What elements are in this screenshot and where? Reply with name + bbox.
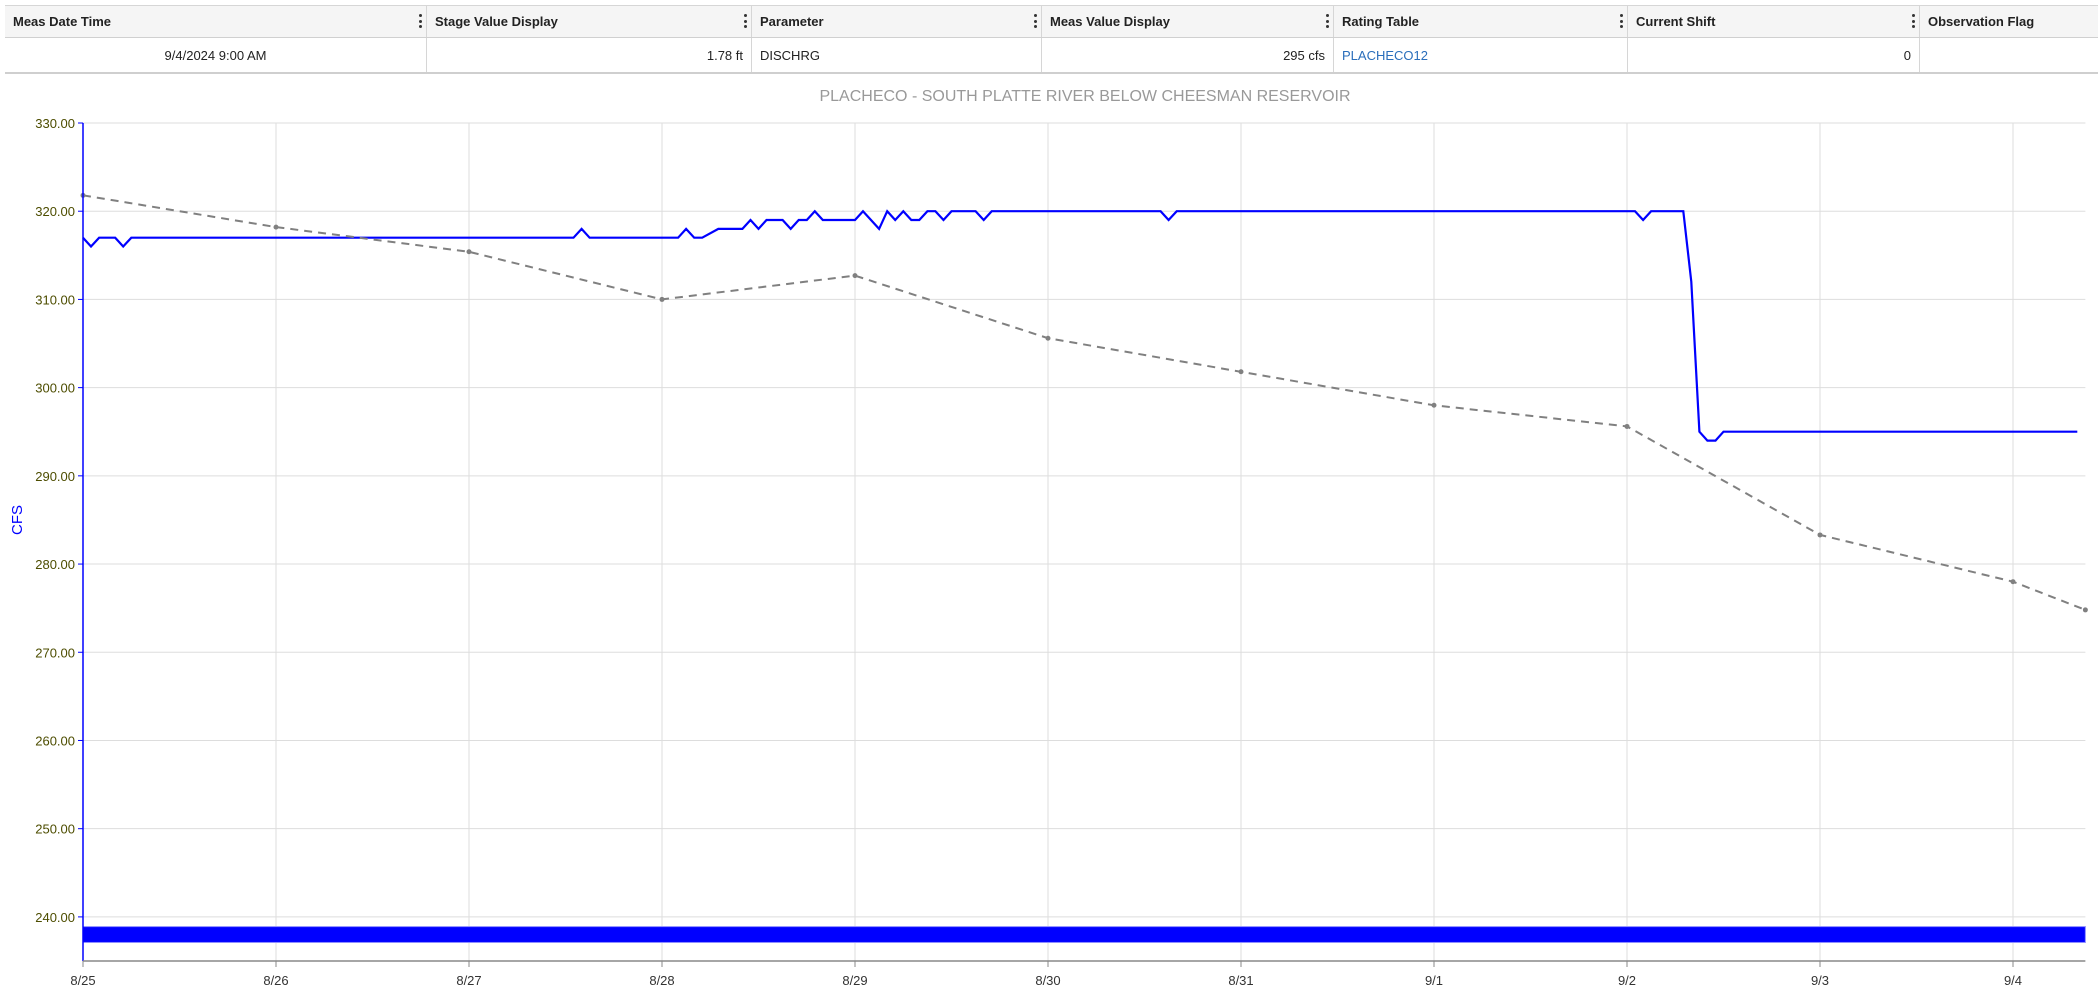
reference-line: [82, 194, 2086, 611]
column-menu-icon[interactable]: [744, 14, 747, 28]
reference-point: [852, 273, 858, 279]
y-tick-label: 330.00: [35, 116, 75, 131]
column-menu-icon[interactable]: [1034, 14, 1037, 28]
rating-band: [82, 926, 2086, 943]
cell-rating-table: PLACHECO12: [1334, 38, 1628, 72]
column-menu-icon[interactable]: [1326, 14, 1329, 28]
col-header-stage-value[interactable]: Stage Value Display: [427, 6, 752, 37]
col-label: Meas Date Time: [13, 14, 112, 29]
reference-point: [2082, 607, 2088, 613]
x-tick-label: 8/27: [456, 973, 481, 988]
x-tick-label: 8/29: [842, 973, 867, 988]
chart-title: PLACHECO - SOUTH PLATTE RIVER BELOW CHEE…: [819, 88, 1350, 105]
y-tick-label: 320.00: [35, 204, 75, 219]
column-menu-icon[interactable]: [1620, 14, 1623, 28]
reference-point: [1624, 423, 1630, 429]
column-menu-icon[interactable]: [1912, 14, 1915, 28]
measurement-grid: Meas Date Time Stage Value Display Param…: [5, 5, 2098, 74]
x-tick-label: 8/25: [70, 973, 95, 988]
cell-stage-value: 1.78 ft: [427, 38, 752, 72]
grid-header: Meas Date Time Stage Value Display Param…: [5, 6, 2098, 38]
discharge-line: [82, 209, 2078, 442]
rating-table-link[interactable]: PLACHECO12: [1342, 47, 1428, 63]
x-tick-label: 8/30: [1035, 973, 1060, 988]
x-tick-label: 9/3: [1811, 973, 1829, 988]
col-label: Parameter: [760, 14, 824, 29]
col-label: Meas Value Display: [1050, 14, 1170, 29]
cell-meas-value: 295 cfs: [1042, 38, 1334, 72]
y-tick-label: 300.00: [35, 381, 75, 396]
x-tick-label: 9/2: [1618, 973, 1636, 988]
x-tick-label: 8/31: [1228, 973, 1253, 988]
y-tick-label: 270.00: [35, 645, 75, 660]
reference-point: [659, 296, 665, 302]
x-tick-label: 8/28: [649, 973, 674, 988]
col-header-current-shift[interactable]: Current Shift: [1628, 6, 1920, 37]
y-tick-label: 250.00: [35, 822, 75, 837]
x-tick-label: 8/26: [263, 973, 288, 988]
table-row[interactable]: 9/4/2024 9:00 AM 1.78 ft DISCHRG 295 cfs…: [5, 38, 2098, 72]
col-header-observation-flag[interactable]: Observation Flag: [1920, 6, 2098, 37]
x-tick-label: 9/4: [2004, 973, 2022, 988]
y-tick-label: 240.00: [35, 910, 75, 925]
y-tick-label: 290.00: [35, 469, 75, 484]
reference-point: [1431, 402, 1437, 408]
y-axis-label: CFS: [9, 505, 26, 535]
col-header-parameter[interactable]: Parameter: [752, 6, 1042, 37]
reference-point: [1238, 369, 1244, 375]
y-tick-label: 260.00: [35, 733, 75, 748]
col-header-meas-date-time[interactable]: Meas Date Time: [5, 6, 427, 37]
y-tick-label: 280.00: [35, 557, 75, 572]
col-label: Rating Table: [1342, 14, 1420, 29]
y-tick-label: 310.00: [35, 292, 75, 307]
cell-parameter: DISCHRG: [752, 38, 1042, 72]
reference-point: [2010, 579, 2016, 585]
reference-point: [1817, 532, 1823, 538]
column-menu-icon[interactable]: [419, 14, 422, 28]
col-label: Current Shift: [1636, 14, 1716, 29]
cell-meas-date-time: 9/4/2024 9:00 AM: [5, 38, 427, 72]
reference-point: [466, 249, 472, 255]
x-tick-label: 9/1: [1425, 973, 1443, 988]
col-header-meas-value[interactable]: Meas Value Display: [1042, 6, 1334, 37]
col-label: Observation Flag: [1928, 14, 2035, 29]
reference-point: [1045, 335, 1051, 341]
cell-current-shift: 0: [1628, 38, 1920, 72]
col-header-rating-table[interactable]: Rating Table: [1334, 6, 1628, 37]
reference-point: [273, 224, 279, 230]
col-label: Stage Value Display: [435, 14, 558, 29]
